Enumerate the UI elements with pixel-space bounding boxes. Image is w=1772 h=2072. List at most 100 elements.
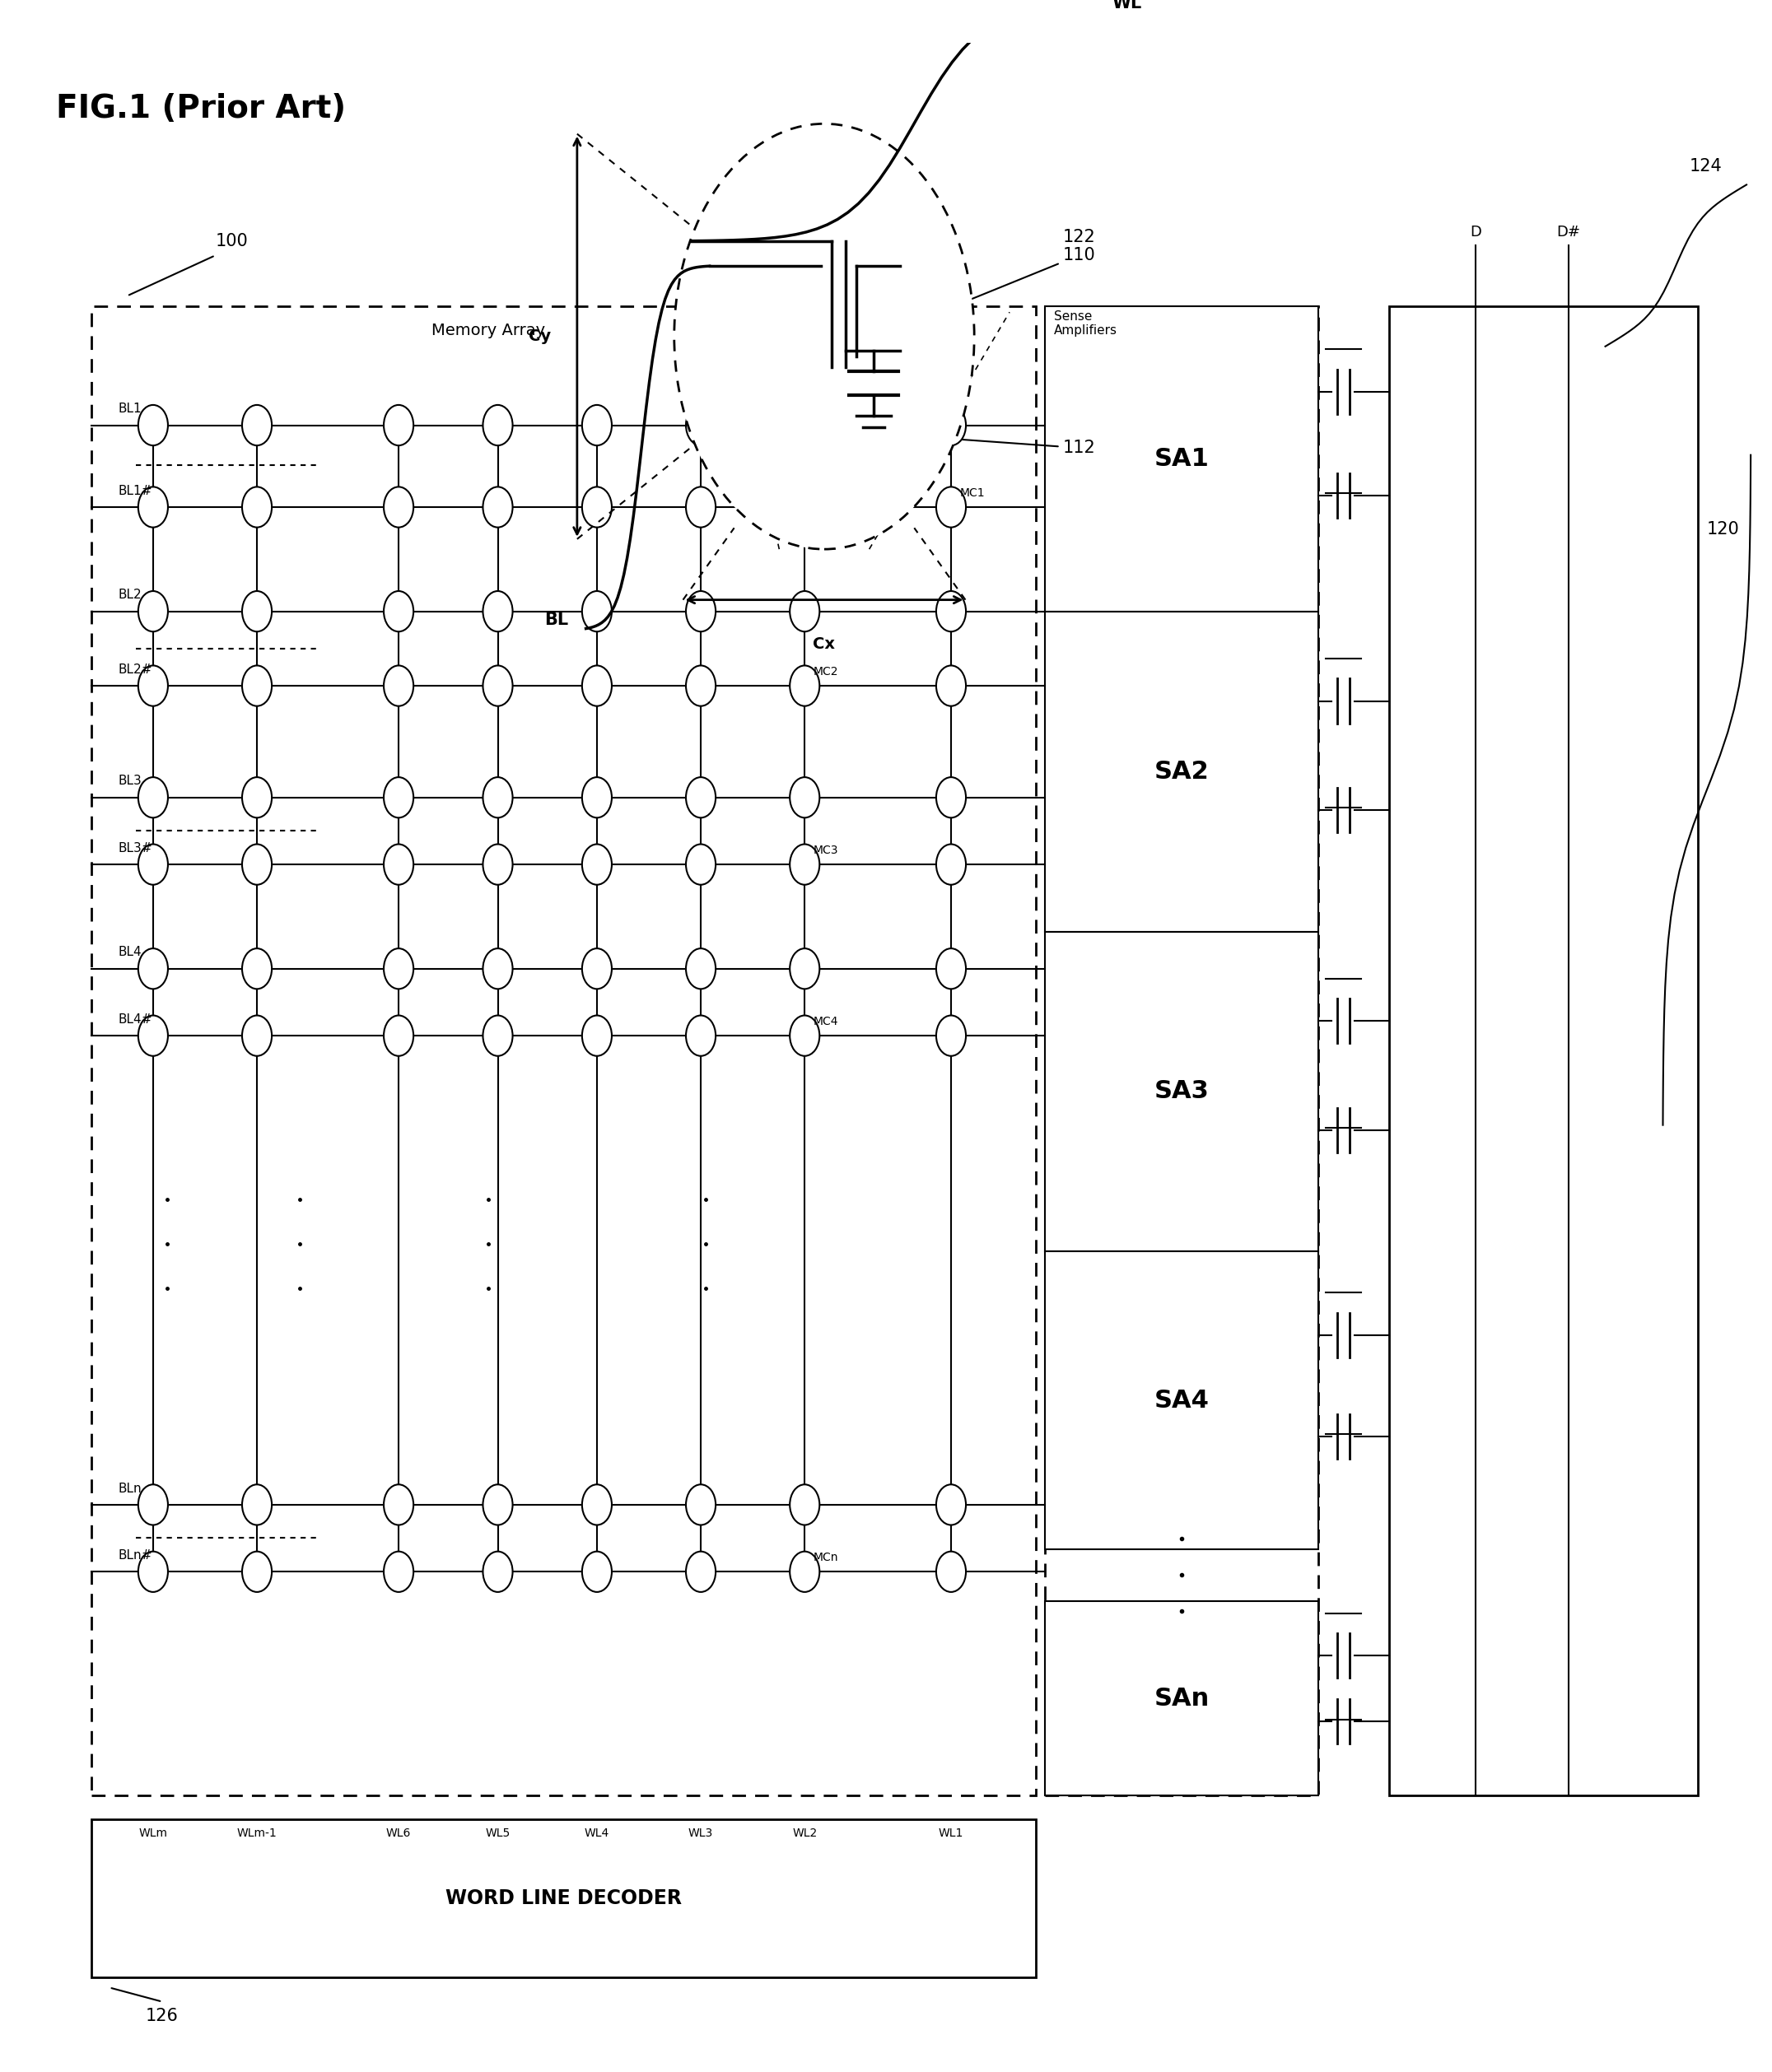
Text: 124: 124 — [1689, 157, 1722, 174]
Ellipse shape — [243, 487, 271, 528]
Text: BLn#: BLn# — [119, 1550, 152, 1562]
Ellipse shape — [686, 777, 716, 818]
Text: BL2#: BL2# — [119, 663, 152, 675]
Ellipse shape — [686, 843, 716, 885]
Text: WL1: WL1 — [939, 1828, 964, 1840]
Ellipse shape — [936, 487, 966, 528]
Text: MC3: MC3 — [813, 845, 838, 856]
Ellipse shape — [581, 1015, 611, 1057]
Text: SA2: SA2 — [1154, 760, 1209, 783]
Bar — [1045, 932, 1318, 1251]
Text: MCn: MCn — [813, 1552, 838, 1564]
Ellipse shape — [138, 1015, 168, 1057]
Text: 122: 122 — [1063, 228, 1095, 244]
Text: BL3#: BL3# — [119, 841, 152, 854]
Ellipse shape — [686, 1015, 716, 1057]
Ellipse shape — [243, 1015, 271, 1057]
Ellipse shape — [484, 591, 512, 632]
Ellipse shape — [385, 1484, 413, 1525]
Text: SA4: SA4 — [1154, 1388, 1209, 1413]
Ellipse shape — [790, 949, 819, 988]
Text: WL3: WL3 — [688, 1828, 714, 1840]
Text: WL: WL — [1113, 0, 1141, 12]
Ellipse shape — [581, 665, 611, 707]
Text: Cx: Cx — [813, 636, 835, 653]
Ellipse shape — [581, 1552, 611, 1591]
Ellipse shape — [686, 1552, 716, 1591]
Text: WL4: WL4 — [585, 1828, 610, 1840]
Ellipse shape — [936, 1484, 966, 1525]
Ellipse shape — [243, 665, 271, 707]
Ellipse shape — [673, 124, 975, 549]
Text: BL1: BL1 — [119, 402, 142, 414]
Ellipse shape — [385, 665, 413, 707]
Ellipse shape — [138, 1484, 168, 1525]
Text: 126: 126 — [145, 2008, 179, 2024]
Ellipse shape — [484, 843, 512, 885]
Ellipse shape — [243, 1552, 271, 1591]
Text: Memory Array: Memory Array — [431, 323, 546, 338]
Ellipse shape — [243, 843, 271, 885]
Bar — [1045, 307, 1318, 611]
Ellipse shape — [686, 404, 716, 445]
Ellipse shape — [581, 487, 611, 528]
Text: 120: 120 — [1706, 522, 1740, 537]
Ellipse shape — [790, 1552, 819, 1591]
Ellipse shape — [790, 665, 819, 707]
Ellipse shape — [243, 404, 271, 445]
Ellipse shape — [385, 1015, 413, 1057]
Ellipse shape — [138, 487, 168, 528]
Ellipse shape — [484, 1552, 512, 1591]
Ellipse shape — [243, 777, 271, 818]
Ellipse shape — [686, 487, 716, 528]
Text: BL4#: BL4# — [119, 1013, 152, 1026]
Ellipse shape — [484, 1015, 512, 1057]
Ellipse shape — [581, 949, 611, 988]
Ellipse shape — [138, 843, 168, 885]
Ellipse shape — [243, 591, 271, 632]
Ellipse shape — [581, 591, 611, 632]
Text: 110: 110 — [932, 247, 1095, 315]
Ellipse shape — [484, 1484, 512, 1525]
Ellipse shape — [790, 487, 819, 528]
Bar — [92, 1819, 1037, 1977]
Ellipse shape — [385, 843, 413, 885]
Ellipse shape — [138, 777, 168, 818]
Ellipse shape — [686, 949, 716, 988]
Ellipse shape — [936, 843, 966, 885]
Text: MC2: MC2 — [813, 667, 838, 678]
Ellipse shape — [138, 404, 168, 445]
Text: D#: D# — [1556, 224, 1581, 238]
Text: WLm: WLm — [138, 1828, 168, 1840]
Ellipse shape — [936, 949, 966, 988]
Ellipse shape — [243, 949, 271, 988]
Text: FIG.1 (Prior Art): FIG.1 (Prior Art) — [57, 93, 346, 124]
Ellipse shape — [385, 1552, 413, 1591]
Ellipse shape — [385, 777, 413, 818]
Ellipse shape — [936, 591, 966, 632]
Bar — [92, 307, 1037, 1794]
Ellipse shape — [581, 843, 611, 885]
Ellipse shape — [243, 1484, 271, 1525]
Text: WL6: WL6 — [386, 1828, 411, 1840]
Text: 100: 100 — [214, 232, 248, 249]
Text: BL: BL — [544, 611, 569, 628]
Ellipse shape — [790, 1484, 819, 1525]
Ellipse shape — [484, 665, 512, 707]
Ellipse shape — [385, 404, 413, 445]
Ellipse shape — [138, 591, 168, 632]
Text: MC4: MC4 — [813, 1015, 838, 1028]
Text: BL3: BL3 — [119, 775, 142, 787]
Bar — [1045, 307, 1318, 1794]
Ellipse shape — [581, 1484, 611, 1525]
Ellipse shape — [790, 591, 819, 632]
Text: BL2: BL2 — [119, 588, 142, 601]
Text: WL5: WL5 — [486, 1828, 510, 1840]
Text: WL2: WL2 — [792, 1828, 817, 1840]
Ellipse shape — [936, 665, 966, 707]
Ellipse shape — [385, 487, 413, 528]
Ellipse shape — [484, 487, 512, 528]
Bar — [1389, 307, 1698, 1794]
Ellipse shape — [484, 777, 512, 818]
Ellipse shape — [790, 843, 819, 885]
